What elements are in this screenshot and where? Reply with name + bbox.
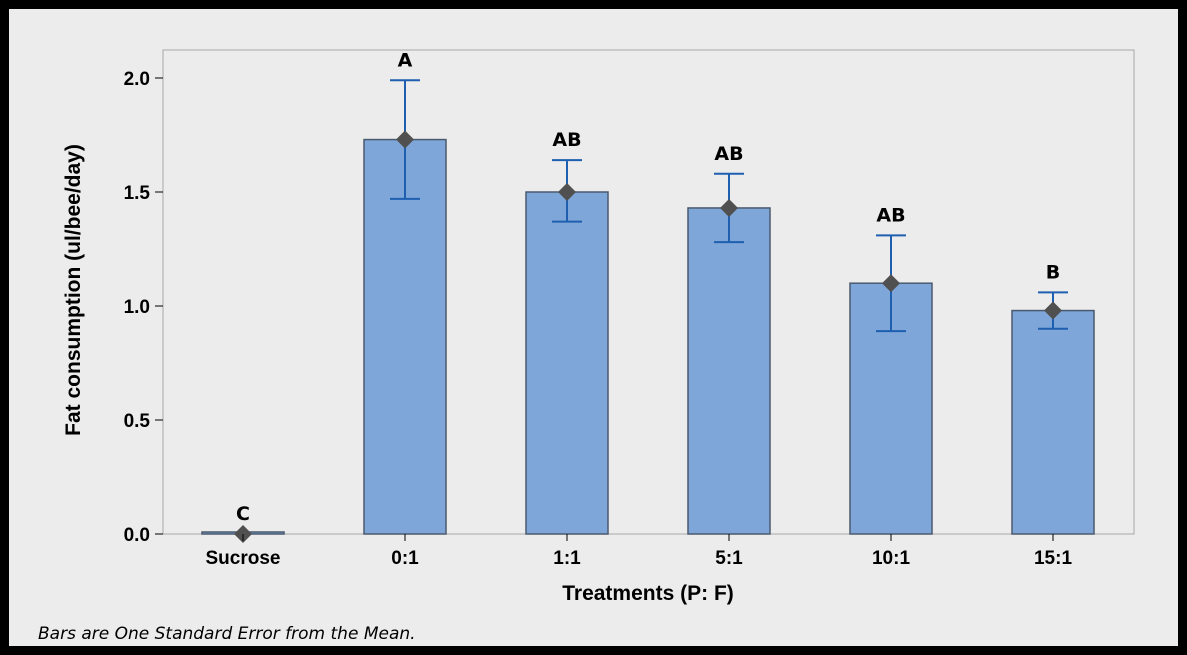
significance-letter: AB [714,143,743,165]
bar [687,207,771,535]
y-tick-label: 0.0 [124,525,150,546]
significance-letter: AB [876,204,905,226]
significance-letter: A [398,49,413,71]
x-tick-label: 5:1 [715,548,743,569]
mean-marker [558,183,576,201]
mean-marker [720,198,738,217]
bar [1011,309,1095,535]
plot-area [162,49,1135,535]
x-axis-title: Treatments (P: F) [562,582,734,605]
x-tick-label: 1:1 [553,548,581,569]
significance-letter: C [236,503,250,525]
y-tick-label: 1.5 [124,183,151,204]
significance-letter: B [1046,261,1060,283]
mean-marker [1044,301,1062,320]
x-tick-label: 0:1 [391,548,419,569]
significance-letter: AB [552,129,581,151]
x-tick-label: 10:1 [872,548,910,569]
x-tick-label: 15:1 [1034,548,1072,569]
y-tick-label: 1.0 [124,297,150,318]
y-axis-title: Fat consumption (ul/bee/day) [62,144,85,436]
mean-marker [882,274,900,293]
bar [363,138,447,535]
bar [525,191,609,535]
x-tick-label: Sucrose [206,548,281,569]
mean-marker [396,130,414,149]
footnote: Bars are One Standard Error from the Mea… [38,624,416,644]
y-tick-label: 0.5 [124,411,151,432]
y-tick-label: 2.0 [124,69,150,90]
